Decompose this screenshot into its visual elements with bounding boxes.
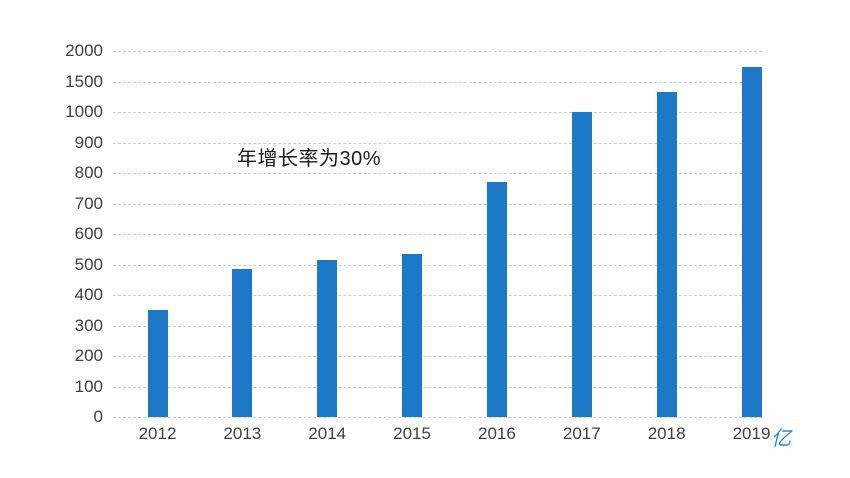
y-axis-tick-label: 0 [93, 407, 103, 426]
gridline-700 [113, 203, 762, 205]
gridline-200 [113, 356, 762, 357]
bar-2012 [147, 310, 168, 417]
growth-rate-annotation: 年增长率为30% [237, 148, 382, 170]
bar-2019 [741, 66, 762, 417]
x-axis-tick-label: 2019 [732, 424, 771, 443]
y-axis-tick-label: 400 [74, 285, 103, 304]
y-axis-tick-label: 800 [74, 163, 103, 182]
gridline-400 [113, 295, 762, 296]
x-axis-tick-label: 2013 [223, 424, 262, 443]
bar-2014 [317, 259, 338, 417]
x-axis-tick-label: 2016 [478, 424, 516, 443]
y-axis-tick-label: 100 [74, 376, 103, 396]
bar-2017 [571, 112, 592, 417]
gridline-500 [113, 264, 762, 266]
y-unit-label: 亿 [771, 428, 791, 450]
gridline-800 [113, 173, 762, 174]
y-axis-tick-label: 1000 [65, 102, 103, 121]
y-axis-tick-label: 200 [74, 346, 103, 365]
x-axis-tick-label: 2018 [647, 424, 686, 443]
gridline-0 [113, 417, 762, 418]
gridline-600 [113, 234, 762, 235]
gridline-1500 [113, 81, 762, 83]
x-axis-tick-label: 2015 [393, 424, 431, 443]
gridline-900 [113, 142, 762, 144]
gridline-1000 [113, 112, 762, 113]
bar-2016 [486, 182, 507, 417]
gridline-2000 [113, 51, 762, 52]
y-axis-tick-label: 600 [74, 224, 103, 243]
bar-2018 [656, 91, 677, 417]
x-axis-tick-label: 2017 [562, 424, 601, 443]
y-axis-tick-label: 1500 [65, 71, 103, 91]
y-axis-tick-label: 500 [74, 254, 103, 274]
y-axis-tick-label: 2000 [65, 41, 103, 60]
y-axis-tick-label: 700 [74, 193, 103, 213]
x-axis-tick-label: 2014 [308, 424, 347, 443]
bar-2013 [232, 269, 253, 417]
y-axis-tick-label: 300 [74, 315, 103, 335]
x-axis-tick-label: 2012 [138, 424, 177, 443]
bar-2015 [402, 253, 423, 417]
gridline-300 [113, 325, 762, 327]
gridline-100 [113, 386, 762, 388]
y-axis-tick-label: 900 [74, 132, 103, 152]
